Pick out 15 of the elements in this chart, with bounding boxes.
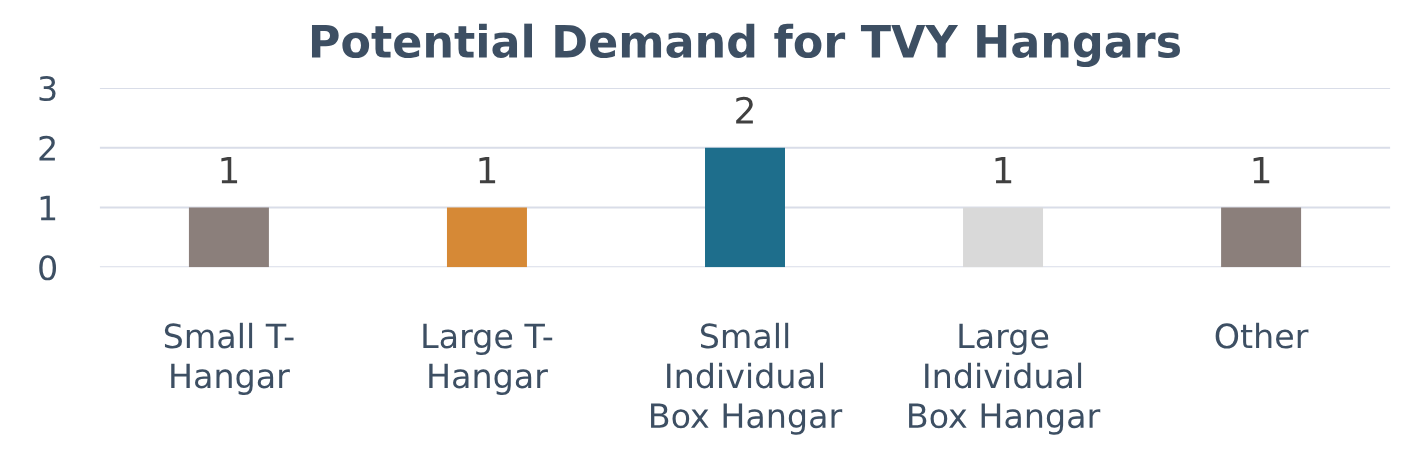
data-label: 2: [736, 96, 753, 124]
y-tick-label: 1: [40, 195, 56, 221]
chart-title: Potential Demand for TVY Hangars: [311, 23, 1181, 68]
data-label: 1: [995, 156, 1012, 184]
y-tick-label: 0: [39, 255, 57, 281]
x-tick-label: Large T- Hangar: [423, 323, 553, 395]
x-tick-label: Small Individual Box Hangar: [651, 322, 843, 435]
data-label: 1: [221, 156, 238, 184]
x-tick-label: Large Individual Box Hangar: [909, 323, 1101, 435]
y-tick-label: 2: [39, 135, 55, 161]
x-tick-label: Other: [1215, 322, 1309, 349]
data-label: 1: [1253, 156, 1270, 184]
y-tick-label: 3: [39, 75, 56, 102]
data-label: 1: [479, 156, 496, 184]
x-tick-label: Small T- Hangar: [164, 322, 294, 395]
